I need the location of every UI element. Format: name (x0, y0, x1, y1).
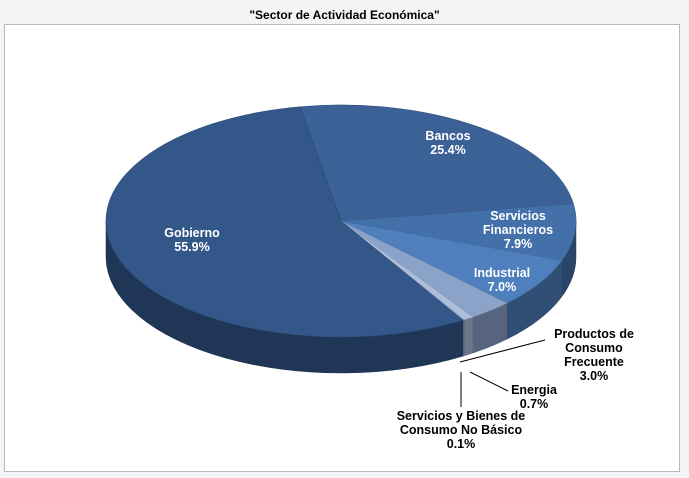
pie-slice-servicios-financieros (340, 203, 577, 261)
pie-labels: Bancos 25.4% Servicios Financieros 7.9% Indus… (164, 129, 634, 451)
data-label-industrial: Industrial 7.0% (474, 266, 530, 294)
pie-side-energia (463, 316, 474, 357)
pie-slice-bancos (299, 104, 574, 222)
data-label-servicios-y-bienes-de-consumo-no-basico: Servicios y Bienes de Consumo No Básico 0.… (397, 409, 526, 451)
data-label-bancos: Bancos 25.4% (425, 129, 470, 157)
pie-slice-gobierno (105, 106, 464, 338)
pie-slice-industrial (340, 220, 563, 304)
data-label-gobierno: Gobierno 55.9% (164, 226, 220, 254)
data-label-productos-de-consumo-frecuente: Productos de Consumo Frecuente 3.0% (554, 327, 634, 383)
data-label-servicios-financieros: Servicios Financieros 7.9% (483, 209, 553, 251)
leader-line-energia (469, 371, 509, 392)
data-label-energia: Energia 0.7% (511, 383, 558, 411)
leader-line-productos-de-consumo-frecuente (459, 339, 546, 363)
pie-side-walls (105, 220, 577, 374)
pie-top-faces (105, 104, 577, 338)
chart-title: "Sector de Actividad Económica" (249, 8, 440, 22)
